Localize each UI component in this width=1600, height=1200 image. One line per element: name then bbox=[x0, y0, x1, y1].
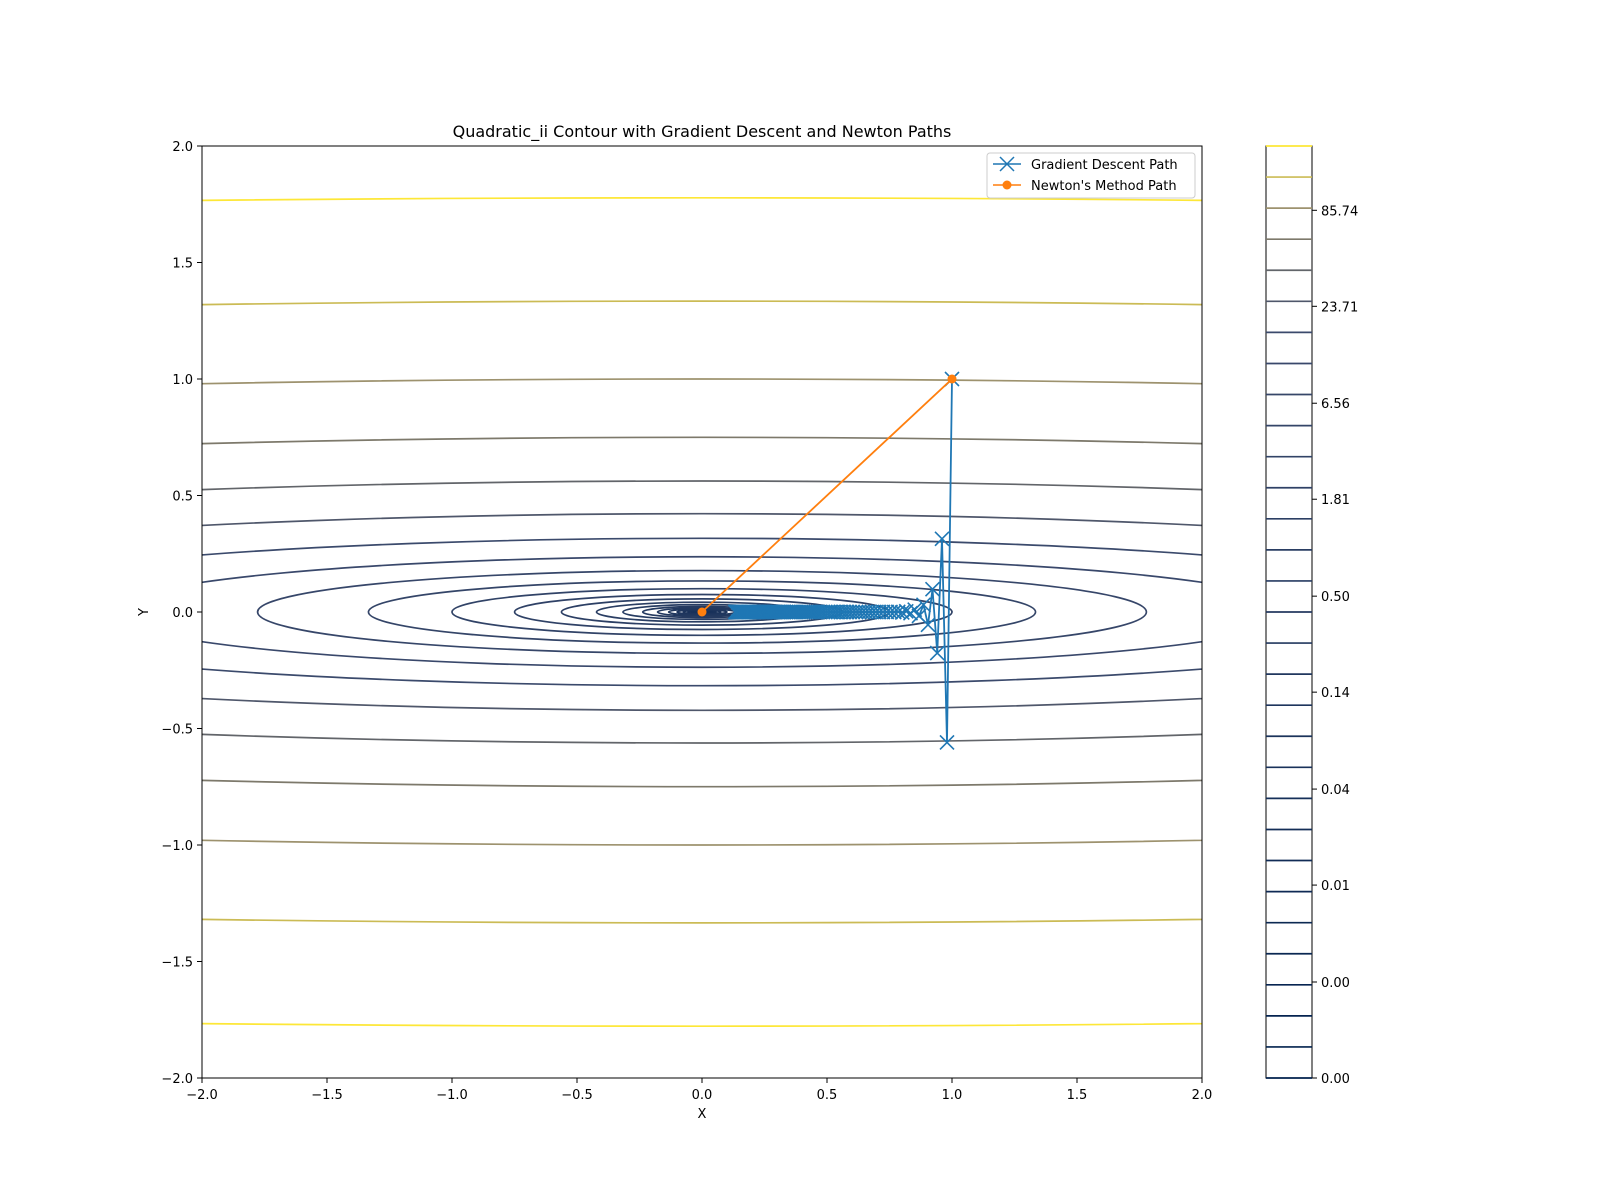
contour-level-20 bbox=[451, 587, 953, 637]
x-axis-ticks: −2.0 −1.5 −1.0 −0.5 0.0 0.5 1.0 1.5 2.0 bbox=[186, 1078, 1212, 1103]
colorbar-level-lines bbox=[1266, 145, 1312, 1079]
colorbar-tick-label: 0.00 bbox=[1321, 976, 1350, 991]
colorbar-tick-label: 0.50 bbox=[1321, 590, 1350, 605]
chart-title: Quadratic_ii Contour with Gradient Desce… bbox=[453, 122, 952, 142]
legend-newton-label: Newton's Method Path bbox=[1031, 179, 1177, 194]
y-tick-label: 0.5 bbox=[172, 490, 193, 505]
contour-level-25 bbox=[202, 512, 1202, 712]
y-tick-label: 2.0 bbox=[172, 140, 193, 155]
y-tick-label: 0.0 bbox=[172, 606, 193, 621]
gradient-descent-point bbox=[939, 734, 955, 751]
colorbar-tick-label: 0.00 bbox=[1321, 1072, 1350, 1087]
x-tick-label: 0.0 bbox=[692, 1088, 713, 1103]
x-axis-label: X bbox=[698, 1107, 707, 1122]
gradient-descent-point bbox=[828, 604, 844, 620]
newton-point bbox=[697, 607, 707, 617]
y-tick-label: −1.0 bbox=[161, 839, 193, 854]
colorbar-tick-label: 23.71 bbox=[1321, 300, 1358, 315]
gradient-descent-point bbox=[882, 604, 899, 620]
colorbar-tick-label: 0.14 bbox=[1321, 686, 1350, 701]
contour-level-23 bbox=[202, 555, 1202, 669]
x-tick-label: −0.5 bbox=[561, 1088, 593, 1103]
contour-level-24 bbox=[202, 537, 1202, 687]
colorbar: 85.74 23.71 6.56 1.81 0.50 0.14 0.04 0.01 0.00 0.… bbox=[1265, 145, 1358, 1087]
contour-level-29 bbox=[202, 300, 1202, 924]
gradient-descent-point bbox=[886, 604, 902, 620]
gradient-descent-point bbox=[915, 597, 932, 613]
colorbar-tick-label: 0.04 bbox=[1321, 783, 1350, 798]
x-tick-label: −2.0 bbox=[186, 1088, 218, 1103]
y-tick-label: 1.0 bbox=[172, 373, 193, 388]
y-tick-label: −0.5 bbox=[161, 723, 193, 738]
legend-gd-label: Gradient Descent Path bbox=[1031, 158, 1178, 173]
gradient-descent-point bbox=[924, 581, 941, 597]
colorbar-tick-label: 6.56 bbox=[1321, 397, 1350, 412]
y-tick-label: 1.5 bbox=[172, 257, 193, 272]
newton-point bbox=[947, 374, 957, 384]
contour-level-26 bbox=[202, 480, 1202, 744]
contour-level-30 bbox=[202, 197, 1202, 1027]
legend-box bbox=[986, 152, 1196, 199]
newton-series bbox=[697, 374, 957, 617]
x-tick-label: 1.5 bbox=[1067, 1088, 1088, 1103]
gradient-descent-point bbox=[879, 604, 895, 620]
y-axis-label: Y bbox=[137, 608, 152, 617]
gradient-descent-point bbox=[934, 531, 950, 547]
y-tick-label: −2.0 bbox=[161, 1072, 193, 1087]
contour-level-28 bbox=[202, 378, 1202, 846]
colorbar-tick-label: 0.01 bbox=[1321, 879, 1350, 894]
legend-newton-marker bbox=[1002, 180, 1012, 190]
gradient-descent-point bbox=[929, 645, 945, 661]
legend-gd-marker bbox=[999, 156, 1015, 172]
y-tick-label: −1.5 bbox=[161, 956, 193, 971]
contour-level-27 bbox=[202, 436, 1202, 788]
contour-level-22 bbox=[256, 569, 1148, 655]
gradient-descent-point bbox=[830, 604, 846, 620]
x-tick-label: −1.0 bbox=[436, 1088, 468, 1103]
colorbar-tick-label: 1.81 bbox=[1321, 493, 1350, 508]
x-tick-label: 2.0 bbox=[1192, 1088, 1213, 1103]
gradient-descent-point bbox=[911, 608, 927, 624]
contour-level-21 bbox=[367, 580, 1037, 644]
gradient-descent-point bbox=[890, 604, 906, 620]
gradient-descent-point bbox=[727, 604, 743, 620]
gradient-descent-point bbox=[875, 604, 891, 620]
x-tick-label: 1.0 bbox=[942, 1088, 963, 1103]
x-tick-label: −1.5 bbox=[311, 1088, 343, 1103]
y-axis-ticks: −2.0 −1.5 −1.0 −0.5 0.0 0.5 1.0 1.5 2.0 bbox=[161, 140, 202, 1087]
gradient-descent-series bbox=[727, 371, 960, 751]
newton-line bbox=[701, 378, 953, 613]
colorbar-tick-label: 85.74 bbox=[1321, 204, 1358, 219]
legend: Gradient Descent Path Newton's Method Pa… bbox=[986, 152, 1196, 199]
x-tick-label: 0.5 bbox=[817, 1088, 838, 1103]
colorbar-ticks: 85.74 23.71 6.56 1.81 0.50 0.14 0.04 0.01 0.00 0.… bbox=[1312, 204, 1358, 1087]
